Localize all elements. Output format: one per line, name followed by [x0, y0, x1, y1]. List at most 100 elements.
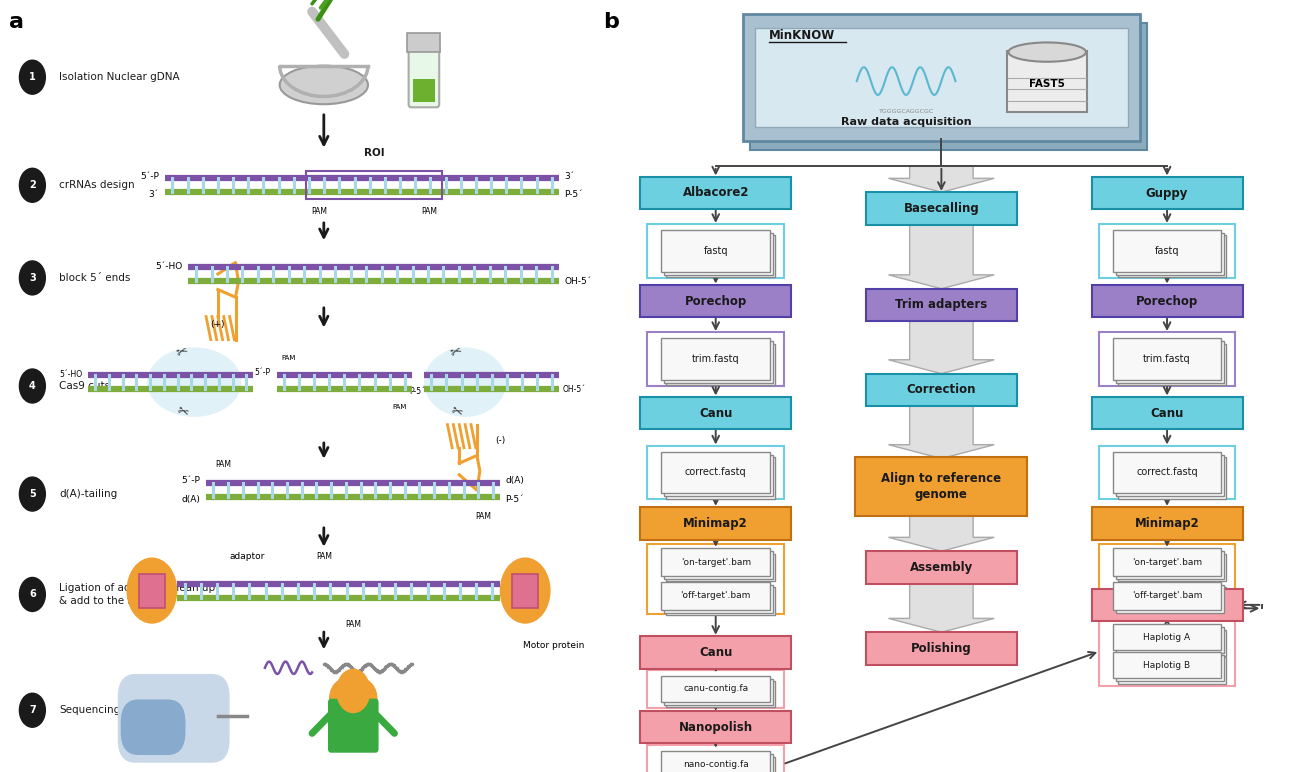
Text: 5´-HO: 5´-HO	[155, 262, 182, 271]
FancyBboxPatch shape	[1113, 338, 1222, 380]
Text: Haplotig A: Haplotig A	[1144, 633, 1190, 642]
FancyBboxPatch shape	[866, 289, 1017, 321]
Text: 1: 1	[28, 73, 36, 82]
Ellipse shape	[424, 347, 506, 417]
FancyBboxPatch shape	[664, 341, 773, 383]
Text: trim.fastq: trim.fastq	[1143, 354, 1190, 364]
Text: Canu: Canu	[699, 646, 732, 659]
Text: Haplotig B: Haplotig B	[1144, 661, 1190, 669]
FancyBboxPatch shape	[1118, 235, 1227, 277]
Text: Isolation Nuclear gDNA: Isolation Nuclear gDNA	[60, 73, 180, 82]
FancyBboxPatch shape	[1115, 585, 1224, 613]
FancyBboxPatch shape	[641, 397, 791, 429]
Text: (-): (-)	[496, 435, 506, 445]
Circle shape	[19, 60, 45, 94]
Text: ROI: ROI	[364, 148, 384, 158]
Text: d(A): d(A)	[181, 495, 201, 504]
Text: 7: 7	[28, 706, 36, 715]
FancyBboxPatch shape	[120, 699, 185, 755]
Text: correct.fastq: correct.fastq	[1136, 468, 1198, 477]
Text: 6: 6	[28, 590, 36, 599]
FancyBboxPatch shape	[664, 455, 773, 496]
FancyBboxPatch shape	[118, 674, 229, 763]
Text: ✂: ✂	[449, 404, 465, 421]
FancyBboxPatch shape	[661, 676, 770, 702]
Text: Trim adapters: Trim adapters	[895, 299, 987, 311]
Text: (+): (+)	[211, 320, 225, 329]
Text: Ligation of adapters, clean up
& add to the flow cell: Ligation of adapters, clean up & add to …	[60, 583, 215, 606]
Text: PAM: PAM	[311, 207, 327, 216]
Text: PAM: PAM	[476, 512, 492, 521]
Text: a: a	[9, 12, 23, 32]
FancyBboxPatch shape	[1115, 341, 1224, 383]
Polygon shape	[889, 223, 994, 289]
FancyBboxPatch shape	[1092, 285, 1242, 317]
FancyBboxPatch shape	[666, 757, 775, 772]
FancyBboxPatch shape	[1118, 554, 1227, 581]
Circle shape	[347, 679, 377, 718]
Text: 5´-P: 5´-P	[255, 368, 270, 378]
Circle shape	[127, 558, 176, 623]
Text: 3: 3	[28, 273, 36, 283]
Text: PAM: PAM	[215, 459, 230, 469]
FancyBboxPatch shape	[666, 235, 775, 277]
FancyBboxPatch shape	[743, 14, 1140, 141]
FancyBboxPatch shape	[661, 452, 770, 493]
FancyBboxPatch shape	[666, 457, 775, 499]
Text: fastq: fastq	[1154, 246, 1179, 256]
FancyBboxPatch shape	[866, 632, 1017, 665]
Text: 'on-target'.bam: 'on-target'.bam	[681, 557, 751, 567]
Polygon shape	[889, 166, 994, 192]
Text: 5: 5	[28, 489, 36, 499]
FancyBboxPatch shape	[1113, 582, 1222, 610]
Ellipse shape	[148, 347, 242, 417]
Text: d(A): d(A)	[505, 476, 524, 486]
FancyBboxPatch shape	[138, 574, 164, 608]
FancyBboxPatch shape	[641, 636, 791, 669]
FancyBboxPatch shape	[1115, 627, 1224, 653]
FancyBboxPatch shape	[661, 582, 770, 610]
FancyBboxPatch shape	[866, 374, 1017, 406]
Text: Sequencing: Sequencing	[60, 706, 120, 715]
FancyBboxPatch shape	[1007, 51, 1087, 111]
Text: block 5´ ends: block 5´ ends	[60, 273, 131, 283]
Text: crRNAs design: crRNAs design	[60, 181, 135, 190]
FancyBboxPatch shape	[1118, 630, 1227, 656]
FancyBboxPatch shape	[1092, 588, 1242, 621]
Ellipse shape	[280, 66, 367, 104]
Text: 'off-target'.bam: 'off-target'.bam	[1132, 591, 1202, 601]
Text: adaptor: adaptor	[229, 552, 265, 561]
FancyBboxPatch shape	[661, 751, 770, 772]
FancyBboxPatch shape	[866, 551, 1017, 584]
FancyBboxPatch shape	[1118, 587, 1227, 615]
FancyBboxPatch shape	[1115, 655, 1224, 681]
Text: Minimap2: Minimap2	[683, 517, 748, 530]
FancyBboxPatch shape	[855, 457, 1027, 516]
Text: b: b	[603, 12, 619, 32]
FancyBboxPatch shape	[664, 585, 773, 613]
Text: 3´: 3´	[149, 190, 159, 199]
Circle shape	[19, 477, 45, 511]
Text: MinKNOW: MinKNOW	[769, 29, 835, 42]
FancyBboxPatch shape	[641, 285, 791, 317]
FancyBboxPatch shape	[866, 192, 1017, 225]
Text: 'off-target'.bam: 'off-target'.bam	[681, 591, 751, 601]
Text: Nanopolish: Nanopolish	[678, 721, 753, 733]
Text: 2: 2	[28, 181, 36, 190]
Text: Canu: Canu	[699, 407, 732, 419]
FancyBboxPatch shape	[127, 683, 221, 749]
FancyBboxPatch shape	[1115, 455, 1224, 496]
FancyBboxPatch shape	[1092, 507, 1242, 540]
Circle shape	[330, 679, 360, 718]
Circle shape	[501, 558, 550, 623]
FancyBboxPatch shape	[1118, 457, 1227, 499]
Text: Correction: Correction	[907, 384, 976, 396]
Circle shape	[19, 693, 45, 727]
FancyBboxPatch shape	[641, 711, 791, 743]
Text: P-5´: P-5´	[409, 387, 426, 396]
FancyBboxPatch shape	[661, 338, 770, 380]
Text: PAM: PAM	[392, 404, 406, 410]
Text: 'on-target'.bam: 'on-target'.bam	[1132, 557, 1202, 567]
Text: Albacore2: Albacore2	[682, 187, 749, 199]
Text: Minimap2: Minimap2	[1135, 517, 1200, 530]
